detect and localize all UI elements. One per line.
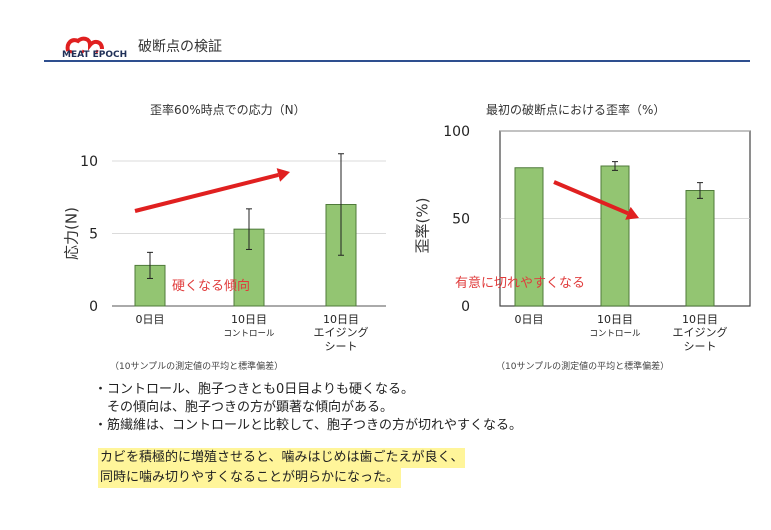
category-label: 10日目 [231, 313, 267, 326]
right-chart-title: 最初の破断点における歪率（%） [486, 103, 666, 117]
y-tick-label: 0 [89, 299, 98, 315]
category-label: エイジング [314, 325, 369, 339]
left-chart-note: （10サンプルの測定値の平均と標準偏差） [110, 362, 284, 372]
bar [685, 190, 715, 307]
category-label: エイジング [673, 325, 728, 339]
page-title: 破断点の検証 [138, 39, 222, 55]
category-label: 10日目 [323, 313, 359, 326]
y-tick-label: 0 [461, 299, 470, 315]
category-label: 10日目 [597, 313, 633, 326]
category-label: 10日目 [682, 313, 718, 326]
bar [514, 167, 544, 307]
category-label: コントロール [223, 329, 275, 339]
right-chart-note: （10サンプルの測定値の平均と標準偏差） [496, 362, 670, 372]
y-tick-label: 50 [452, 212, 470, 228]
conclusion: カビを積極的に増殖させると、噛みはじめは歯ごたえが良く、 同時に噛み切りやすくな… [98, 448, 466, 488]
bar [600, 165, 630, 307]
bullet-list: ・コントロール、胞子つきとも0日目よりも硬くなる。 その傾向は、胞子つきの方が顕… [94, 381, 522, 435]
bullet-item: ・コントロール、胞子つきとも0日目よりも硬くなる。 [94, 382, 415, 397]
trend-arrow-down-head [625, 206, 639, 220]
left-chart-title: 歪率60%時点での応力（N） [150, 103, 306, 117]
y-tick-label: 10 [80, 154, 98, 170]
left-chart-annotation: 硬くなる傾向 [172, 279, 251, 294]
category-label: コントロール [589, 329, 641, 339]
bullet-item: ・筋繊維は、コントロールと比較して、胞子つきの方が切れやすくなる。 [94, 418, 522, 433]
category-label: シート [325, 340, 358, 353]
category-label: シート [684, 340, 717, 353]
header-divider [44, 60, 750, 62]
category-label: 0日目 [136, 313, 165, 326]
y-tick-label: 5 [89, 227, 98, 243]
logo-text: MEAT EPOCH [62, 50, 128, 60]
meat-epoch-logo-icon [65, 36, 104, 54]
trend-arrow-up [134, 172, 279, 213]
trend-arrow-up-head [276, 168, 290, 182]
bullet-item: その傾向は、胞子つきの方が顕著な傾向がある。 [94, 400, 394, 415]
conclusion-line: カビを積極的に増殖させると、噛みはじめは歯ごたえが良く、 [98, 448, 466, 468]
trend-arrow-down [553, 180, 629, 216]
category-label: 0日目 [515, 313, 544, 326]
y-tick-label: 100 [443, 124, 470, 140]
conclusion-line: 同時に噛み切りやすくなることが明らかになった。 [98, 468, 402, 488]
bar [233, 228, 265, 307]
right-chart-annotation: 有意に切れやすくなる [455, 276, 586, 291]
